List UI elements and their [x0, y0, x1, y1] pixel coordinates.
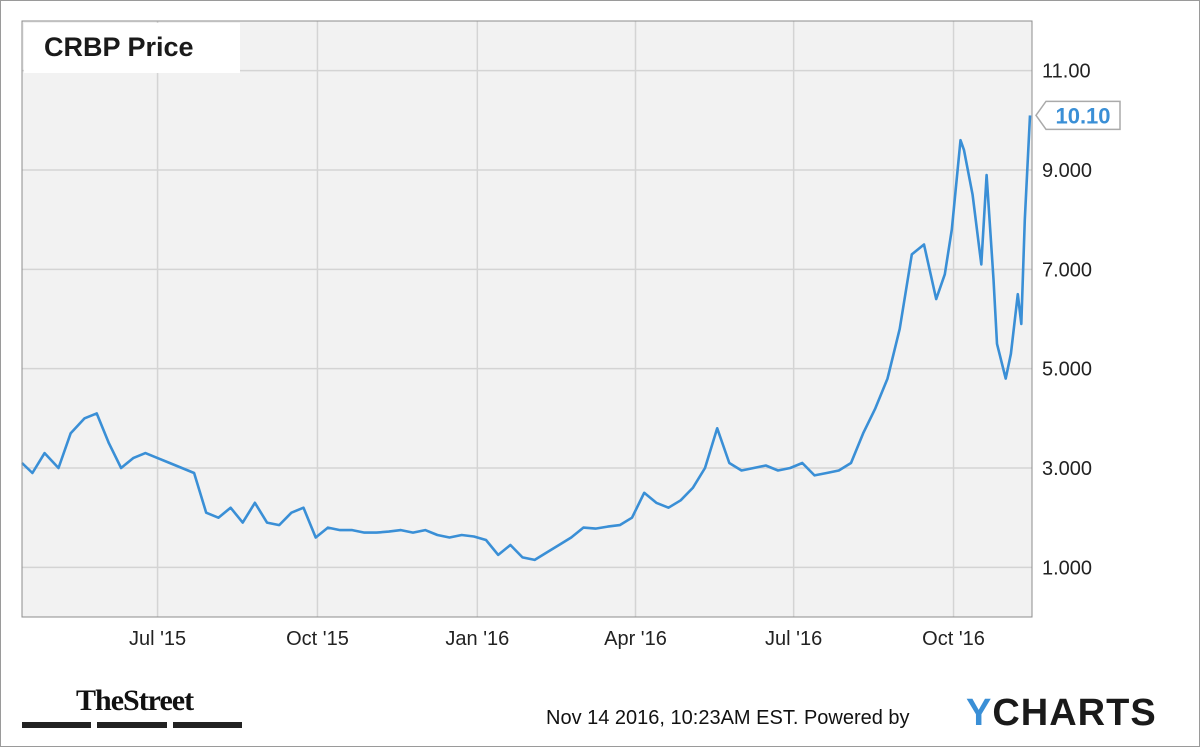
- footer-caption: Nov 14 2016, 10:23AM EST. Powered by: [546, 707, 910, 730]
- thestreet-bars: [22, 722, 242, 728]
- x-tick-label: Oct '15: [286, 628, 349, 650]
- y-tick-label: 9.000: [1042, 160, 1092, 182]
- chart-title: CRBP Price: [44, 32, 194, 62]
- x-tick-label: Oct '16: [922, 628, 985, 650]
- plot-area: [22, 21, 1032, 617]
- y-tick-label: 1.000: [1042, 557, 1092, 579]
- x-axis: Jul '15 Oct '15 Jan '16 Apr '16 Jul '16 Oct '…: [129, 628, 985, 650]
- x-tick-label: Jul '16: [765, 628, 822, 650]
- grid: [22, 21, 1032, 617]
- ycharts-rest: CHARTS: [992, 692, 1157, 734]
- y-tick-label: 3.000: [1042, 458, 1092, 480]
- y-tick-label: 5.000: [1042, 359, 1092, 381]
- y-axis: 1.000 3.000 5.000 7.000 9.000 11.00: [1042, 61, 1092, 580]
- y-tick-label: 11.00: [1042, 61, 1091, 83]
- thestreet-logo: TheStreet: [22, 684, 242, 732]
- thestreet-wordmark: TheStreet: [76, 684, 194, 717]
- y-tick-label: 7.000: [1042, 259, 1092, 281]
- price-line: [21, 115, 1032, 562]
- last-value-box: [1035, 100, 1121, 131]
- plot-border: [21, 20, 1033, 618]
- last-value-label: 10.10: [1035, 100, 1121, 131]
- powered-by: Powered by: [803, 707, 910, 729]
- x-tick-label: Jul '15: [129, 628, 186, 650]
- ycharts-logo[interactable]: YCHARTS: [966, 692, 1157, 735]
- timestamp: Nov 14 2016, 10:23AM EST.: [546, 707, 799, 729]
- x-tick-label: Jan '16: [445, 628, 509, 650]
- title-box: [24, 23, 240, 73]
- last-value-text: 10.10: [1055, 103, 1110, 128]
- ycharts-y: Y: [966, 692, 993, 734]
- x-tick-label: Apr '16: [604, 628, 667, 650]
